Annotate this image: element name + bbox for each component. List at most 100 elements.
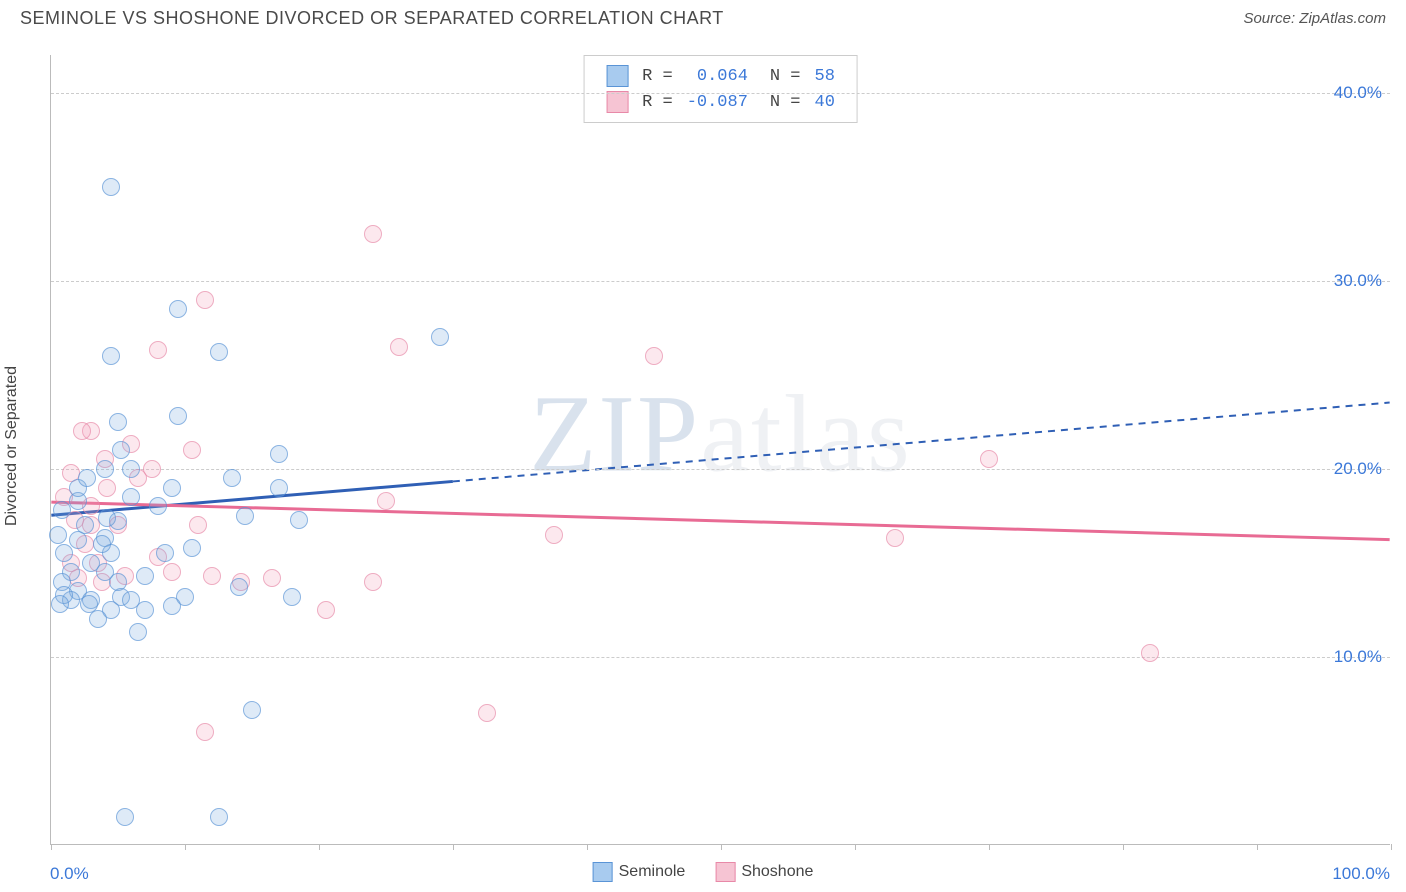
gridline [51,657,1390,658]
plot-area: ZIPatlas R =0.064N =58R =-0.087N =40 10.… [50,55,1390,845]
y-tick-label: 30.0% [1334,271,1382,291]
data-point [102,347,120,365]
gridline [51,93,1390,94]
data-point [223,469,241,487]
x-axis-max-label: 100.0% [1332,864,1390,884]
x-tick [319,844,320,850]
chart-source: Source: ZipAtlas.com [1243,10,1386,27]
data-point [55,544,73,562]
x-tick [1391,844,1392,850]
legend-label: Shoshone [741,863,813,880]
r-value: 0.064 [681,64,754,88]
data-point [122,591,140,609]
data-point [196,723,214,741]
data-point [290,511,308,529]
gridline [51,469,1390,470]
data-point [886,529,904,547]
watermark-part2: atlas [700,372,912,494]
legend-swatch [606,65,628,87]
gridline [51,281,1390,282]
data-point [283,588,301,606]
data-point [390,338,408,356]
data-point [263,569,281,587]
y-axis-label: Divorced or Separated [3,366,21,526]
legend-swatch [606,91,628,113]
data-point [478,704,496,722]
data-point [156,544,174,562]
data-point [317,601,335,619]
data-point [129,623,147,641]
data-point [1141,644,1159,662]
data-point [89,610,107,628]
data-point [243,701,261,719]
x-tick [1123,844,1124,850]
data-point [112,441,130,459]
x-axis-min-label: 0.0% [50,864,89,884]
data-point [183,441,201,459]
watermark: ZIPatlas [529,370,912,497]
data-point [122,488,140,506]
data-point [98,509,116,527]
legend-stats: R =0.064N =58R =-0.087N =40 [583,55,858,123]
legend-item: Seminole [593,862,686,882]
n-value: 58 [809,64,841,88]
data-point [109,413,127,431]
data-point [169,407,187,425]
legend-swatch [715,862,735,882]
data-point [98,479,116,497]
watermark-part1: ZIP [529,372,700,494]
y-tick-label: 10.0% [1334,647,1382,667]
y-tick-label: 40.0% [1334,83,1382,103]
data-point [116,808,134,826]
data-point [364,225,382,243]
data-point [196,291,214,309]
data-point [93,535,111,553]
data-point [431,328,449,346]
r-label: R = [636,64,679,88]
x-tick [855,844,856,850]
data-point [189,516,207,534]
chart-title: SEMINOLE VS SHOSHONE DIVORCED OR SEPARAT… [20,8,724,29]
legend-label: Seminole [619,863,686,880]
x-tick [185,844,186,850]
data-point [980,450,998,468]
x-tick [989,844,990,850]
legend-item: Shoshone [715,862,813,882]
n-label: N = [756,64,807,88]
data-point [236,507,254,525]
data-point [163,597,181,615]
legend-stat-row: R =0.064N =58 [600,64,841,88]
data-point [169,300,187,318]
data-point [51,595,69,613]
x-tick [587,844,588,850]
data-point [183,539,201,557]
data-point [203,567,221,585]
data-point [230,578,248,596]
data-point [122,460,140,478]
data-point [78,469,96,487]
data-point [53,501,71,519]
data-point [163,479,181,497]
x-tick [51,844,52,850]
data-point [364,573,382,591]
data-point [96,460,114,478]
data-point [545,526,563,544]
x-tick [721,844,722,850]
data-point [149,497,167,515]
data-point [270,445,288,463]
data-point [69,531,87,549]
y-tick-label: 20.0% [1334,459,1382,479]
data-point [49,526,67,544]
data-point [163,563,181,581]
data-point [73,422,91,440]
data-point [149,341,167,359]
data-point [136,567,154,585]
data-point [377,492,395,510]
x-tick [1257,844,1258,850]
data-point [270,479,288,497]
data-point [210,343,228,361]
legend-series: Seminole Shoshone [593,862,814,882]
legend-swatch [593,862,613,882]
data-point [102,178,120,196]
data-point [210,808,228,826]
